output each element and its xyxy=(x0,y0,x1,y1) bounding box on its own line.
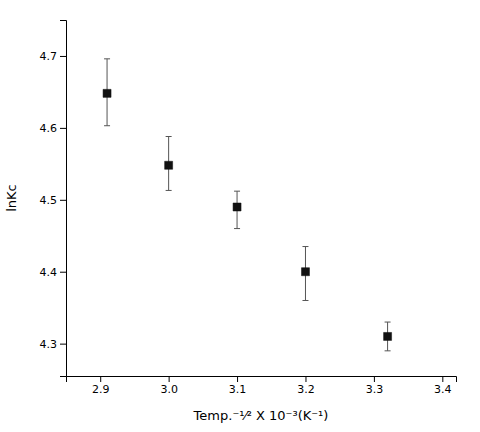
x-tick: 3.0 xyxy=(160,376,178,396)
error-bar xyxy=(385,322,391,351)
y-tick-mark xyxy=(60,128,66,129)
y-tick-label: 4.6 xyxy=(40,122,58,135)
x-tick: 3.1 xyxy=(229,376,247,396)
y-axis: 4.3 4.4 4.5 4.6 4.7 xyxy=(40,21,67,377)
plot-area: 2.9 3.0 3.1 3.2 3.3 3.4 4.3 4.4 4.5 4.6 4.7 Temp.⁻¹… xyxy=(4,21,457,424)
x-tick-mark xyxy=(169,376,170,382)
error-bar xyxy=(234,191,240,228)
x-tick-label: 3.0 xyxy=(160,383,178,396)
y-tick-mark xyxy=(60,200,66,201)
x-tick-mark xyxy=(374,376,375,382)
x-tick-label: 3.1 xyxy=(229,383,247,396)
y-tick-mark xyxy=(60,272,66,273)
x-tick-label: 3.4 xyxy=(434,383,452,396)
y-axis-line xyxy=(60,21,67,377)
y-tick-label: 4.4 xyxy=(40,266,58,279)
x-tick: 3.2 xyxy=(297,376,315,396)
x-axis: 2.9 3.0 3.1 3.2 3.3 3.4 xyxy=(67,376,457,396)
x-tick: 3.4 xyxy=(434,376,452,396)
y-tick-mark xyxy=(60,344,66,345)
y-tick: 4.3 xyxy=(40,338,67,351)
x-tick: 2.9 xyxy=(92,376,110,396)
point xyxy=(384,332,392,340)
point xyxy=(233,203,241,211)
y-tick: 4.7 xyxy=(40,50,67,63)
x-tick-label: 3.3 xyxy=(366,383,384,396)
point xyxy=(301,268,309,276)
y-tick-mark xyxy=(60,56,66,57)
x-axis-line xyxy=(67,377,457,383)
y-tick-label: 4.7 xyxy=(40,50,58,63)
marks xyxy=(103,59,392,351)
y-tick: 4.4 xyxy=(40,266,67,279)
y-tick-label: 4.3 xyxy=(40,338,58,351)
x-tick-mark xyxy=(237,376,238,382)
x-tick-mark xyxy=(100,376,101,382)
chart: 2.9 3.0 3.1 3.2 3.3 3.4 4.3 4.4 4.5 4.6 4.7 Temp.⁻¹… xyxy=(0,0,480,432)
x-axis-title: Temp.⁻¹⁄² X 10⁻³(K⁻¹) xyxy=(193,408,329,423)
x-tick-mark xyxy=(442,376,443,382)
y-tick: 4.5 xyxy=(40,194,67,207)
error-bar xyxy=(302,247,308,301)
y-tick-label: 4.5 xyxy=(40,194,58,207)
error-bar xyxy=(104,59,110,126)
error-bar xyxy=(166,137,172,191)
x-tick-label: 2.9 xyxy=(92,383,110,396)
x-tick-label: 3.2 xyxy=(297,383,315,396)
x-tick: 3.3 xyxy=(366,376,384,396)
y-axis-title: lnKc xyxy=(4,184,19,212)
x-tick-mark xyxy=(305,376,306,382)
point xyxy=(165,161,173,169)
y-tick: 4.6 xyxy=(40,122,67,135)
point xyxy=(103,89,111,97)
